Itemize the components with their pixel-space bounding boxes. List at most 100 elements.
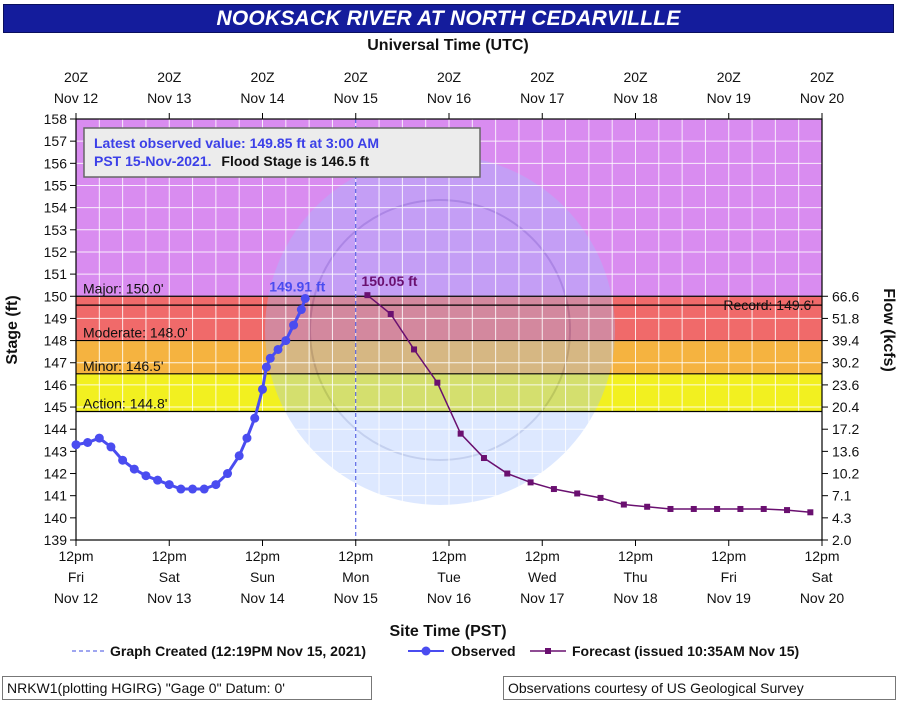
- stage-tick-label: 143: [44, 443, 68, 459]
- flow-tick-label: 2.0: [832, 532, 852, 548]
- observed-point: [83, 438, 93, 448]
- flood-thresholds: Major: 150.0' Moderate: 148.0' Minor: 146.…: [76, 280, 822, 413]
- utc-tick-label: Nov 12: [54, 90, 99, 106]
- flow-tick-label: 17.2: [832, 421, 859, 437]
- forecast-point: [411, 346, 418, 353]
- observed-point: [71, 440, 81, 450]
- pst-tick-label: Nov 19: [707, 590, 752, 606]
- forecast-point: [760, 505, 767, 512]
- observed-point: [106, 442, 116, 452]
- flow-tick-label: 51.8: [832, 310, 859, 326]
- utc-tick-label: 20Z: [530, 69, 555, 85]
- observed-peak-label: 149.91 ft: [269, 278, 325, 294]
- pst-tick-label: 12pm: [58, 548, 93, 564]
- utc-tick-label: Nov 17: [520, 90, 565, 106]
- pst-tick-label: 12pm: [618, 548, 653, 564]
- pst-tick-label: 12pm: [431, 548, 466, 564]
- observed-point: [211, 480, 221, 490]
- forecast-point: [714, 505, 721, 512]
- observed-point: [258, 384, 267, 394]
- utc-tick-label: Nov 16: [427, 90, 472, 106]
- utc-tick-label: 20Z: [717, 69, 742, 85]
- pst-tick-label: Nov 13: [147, 590, 192, 606]
- utc-tick-label: Nov 20: [800, 90, 845, 106]
- observed-point: [153, 475, 163, 485]
- utc-time-axis: 20Z Nov 12 20Z Nov 13 20Z Nov 14 20Z Nov 15 20Z N…: [54, 69, 845, 119]
- pst-tick-label: 12pm: [711, 548, 746, 564]
- observed-point: [261, 362, 271, 372]
- pst-tick-label: Nov 18: [613, 590, 658, 606]
- forecast-point: [504, 470, 511, 477]
- observed-point: [188, 484, 198, 494]
- threshold-label: Action: 144.8': [83, 395, 167, 411]
- forecast-point: [644, 503, 651, 510]
- flow-tick-label: 4.3: [832, 510, 852, 526]
- flow-tick-label: 66.6: [832, 288, 859, 304]
- pst-tick-label: Wed: [528, 569, 557, 585]
- noaa-watermark: [265, 155, 615, 505]
- chart-title: NOOKSACK RIVER AT NORTH CEDARVILLLE: [3, 4, 894, 33]
- stage-tick-label: 145: [44, 399, 68, 415]
- stage-tick-label: 156: [44, 155, 68, 171]
- latest-value-box: [83, 127, 481, 178]
- stage-tick-label: 146: [44, 377, 68, 393]
- utc-tick-label: Nov 14: [240, 90, 285, 106]
- observed-point: [273, 344, 283, 354]
- pst-tick-label: Nov 12: [54, 590, 99, 606]
- flow-tick-label: 13.6: [832, 443, 859, 459]
- threshold-label: Major: 150.0': [83, 280, 164, 296]
- credit-note: Observations courtesy of US Geological S…: [503, 676, 896, 700]
- site-time-axis: 12pm Fri Nov 12 12pm Sat Nov 13 12pm Sun Nov 14 1…: [54, 540, 844, 606]
- stage-tick-label: 150: [44, 288, 68, 304]
- legend-forecast-label: Forecast (issued 10:35AM Nov 15): [572, 643, 799, 659]
- observed-point: [265, 353, 275, 363]
- forecast-point: [480, 455, 487, 462]
- observed-point: [141, 471, 151, 481]
- utc-tick-label: Nov 19: [707, 90, 752, 106]
- pst-tick-label: Tue: [437, 569, 461, 585]
- observed-point: [300, 293, 310, 303]
- stage-tick-label: 153: [44, 222, 68, 238]
- flow-axis-title: Flow (kcfs): [880, 288, 897, 372]
- legend-forecast-marker: [545, 648, 551, 654]
- flow-axis: 2.0 4.3 7.1 10.2 13.6 17.2 20.4 23.6 30.2 39.4 51.…: [822, 288, 859, 548]
- stage-tick-label: 140: [44, 510, 68, 526]
- pst-axis-title: Site Time (PST): [389, 623, 506, 640]
- pst-tick-label: Sun: [250, 569, 275, 585]
- forecast-point: [457, 430, 464, 437]
- flow-tick-label: 39.4: [832, 333, 859, 349]
- utc-tick-label: Nov 13: [147, 90, 192, 106]
- flood-stage-text: Flood Stage is 146.5 ft: [221, 153, 369, 169]
- pst-tick-label: 12pm: [525, 548, 560, 564]
- threshold-label: Moderate: 148.0': [83, 325, 188, 341]
- stage-tick-label: 148: [44, 333, 68, 349]
- stage-tick-label: 149: [44, 310, 68, 326]
- pst-tick-label: 12pm: [152, 548, 187, 564]
- pst-tick-label: Fri: [721, 569, 737, 585]
- pst-tick-label: Nov 15: [334, 590, 379, 606]
- utc-tick-label: 20Z: [250, 69, 275, 85]
- forecast-point: [574, 490, 581, 497]
- forecast-point: [364, 292, 371, 299]
- utc-axis-title: Universal Time (UTC): [367, 37, 529, 54]
- flow-tick-label: 30.2: [832, 355, 859, 371]
- pst-tick-label: Sat: [159, 569, 180, 585]
- pst-tick-label: Nov 17: [520, 590, 565, 606]
- forecast-line: [366, 294, 811, 514]
- legend: Graph Created (12:19PM Nov 15, 2021) Obs…: [72, 643, 799, 659]
- pst-tick-label: 12pm: [338, 548, 373, 564]
- stage-tick-label: 158: [44, 111, 68, 127]
- legend-observed-marker: [421, 646, 431, 656]
- forecast-peak-label: 150.05 ft: [361, 273, 417, 289]
- observed-point: [250, 413, 260, 423]
- observed-point: [296, 305, 306, 315]
- latest-value-line1: Latest observed value: 149.85 ft at 3:00…: [94, 135, 379, 151]
- utc-tick-label: 20Z: [157, 69, 182, 85]
- stage-tick-label: 155: [44, 177, 68, 193]
- legend-created-label: Graph Created (12:19PM Nov 15, 2021): [110, 643, 366, 659]
- observed-point: [176, 484, 186, 494]
- flow-tick-label: 23.6: [832, 377, 859, 393]
- flow-tick-label: 20.4: [832, 399, 859, 415]
- utc-tick-label: 20Z: [344, 69, 369, 85]
